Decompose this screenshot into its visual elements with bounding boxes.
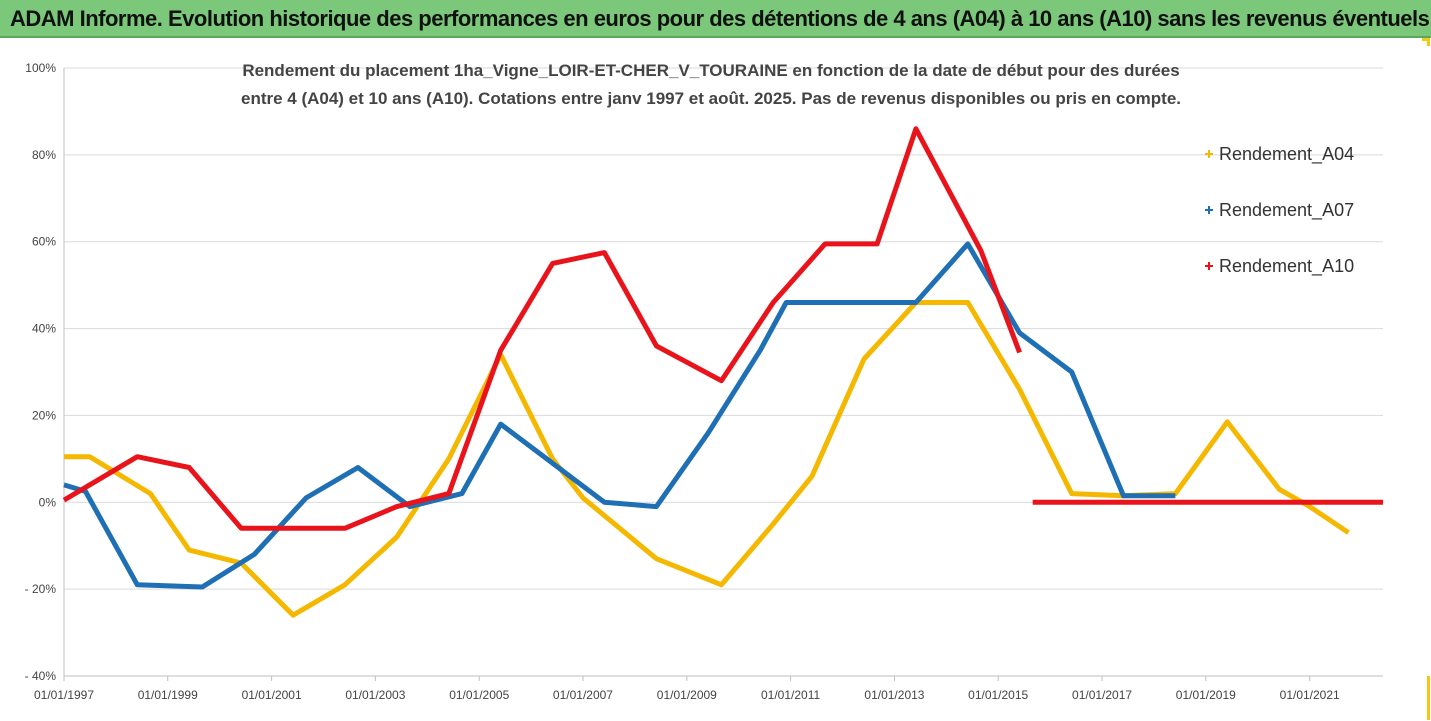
x-tick-label: 01/01/2019 [1176, 688, 1236, 702]
frame-corner-top-right [1422, 38, 1430, 41]
page-title: ADAM Informe. Evolution historique des p… [10, 6, 1430, 31]
legend: Rendement_A04 Rendement_A07 Rendement_A10 [1205, 144, 1354, 277]
series-lines [62, 126, 1383, 618]
y-tick-label: - 40% [25, 669, 57, 683]
legend-label: Rendement_A10 [1219, 256, 1354, 277]
x-tick-label: 01/01/2015 [968, 688, 1028, 702]
y-tick-label: 40% [32, 322, 56, 336]
y-tick-label: 0% [39, 495, 57, 509]
x-tick-label: 01/01/2011 [761, 688, 820, 702]
x-tick-label: 01/01/2001 [242, 688, 302, 702]
header-bar: ADAM Informe. Evolution historique des p… [0, 0, 1431, 38]
y-tick-label: 60% [32, 235, 56, 249]
frame-corner-right [1427, 38, 1430, 46]
series-rendement-a04 [64, 300, 1350, 618]
x-tick-label: 01/01/2005 [449, 688, 509, 702]
x-tick-label: 01/01/1999 [138, 688, 198, 702]
series-line [62, 126, 1022, 531]
y-tick-label: 20% [32, 408, 56, 422]
series-rendement-a10 [62, 126, 1383, 531]
x-tick-label: 01/01/2009 [657, 688, 717, 702]
axes: - 40% - 20% 0% 20% 40% 60% 80% 100% 01/01/1997 01… [25, 61, 1383, 702]
legend-label: Rendement_A04 [1219, 144, 1354, 165]
x-tick-label: 01/01/2003 [345, 688, 405, 702]
y-tick-label: - 20% [25, 582, 57, 596]
x-tick-label: 01/01/1997 [34, 688, 94, 702]
line-chart: - 40% - 20% 0% 20% 40% 60% 80% 100% 01/01/1997 01… [25, 61, 1383, 702]
series-line [64, 300, 1350, 618]
chart-title-line-2: entre 4 (A04) et 10 ans (A10). Cotations… [241, 89, 1181, 108]
chart-title-line-1: Rendement du placement 1ha_Vigne_LOIR-ET… [242, 61, 1179, 80]
y-tick-label: 80% [32, 148, 56, 162]
x-tick-label: 01/01/2021 [1280, 688, 1340, 702]
x-tick-label: 01/01/2013 [864, 688, 924, 702]
frame-corner-bottom-right [1427, 676, 1430, 720]
x-tick-label: 01/01/2007 [553, 688, 613, 702]
y-tick-label: 100% [25, 61, 56, 75]
x-tick-label: 01/01/2017 [1072, 688, 1132, 702]
legend-label: Rendement_A07 [1219, 200, 1354, 221]
chart-title: Rendement du placement 1ha_Vigne_LOIR-ET… [241, 61, 1181, 108]
